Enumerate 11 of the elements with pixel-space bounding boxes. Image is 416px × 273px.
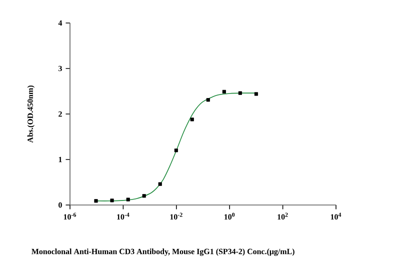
point <box>222 90 226 94</box>
point <box>110 198 114 202</box>
point <box>126 198 130 202</box>
point <box>190 118 194 122</box>
point <box>254 92 258 96</box>
point <box>158 182 162 186</box>
point <box>174 148 178 152</box>
point <box>94 199 98 203</box>
point <box>206 98 210 102</box>
point <box>142 194 146 198</box>
point <box>238 91 242 95</box>
